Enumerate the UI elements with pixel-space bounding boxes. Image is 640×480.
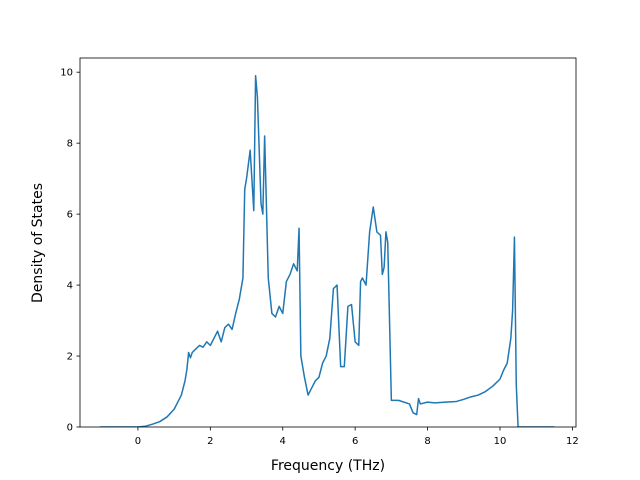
plot-area bbox=[79, 57, 577, 428]
y-tick-label: 2 bbox=[67, 352, 73, 363]
x-tick-label: 12 bbox=[566, 436, 579, 447]
plot-frame bbox=[79, 57, 577, 428]
y-tick-label: 6 bbox=[67, 210, 73, 221]
x-tick-label: 8 bbox=[424, 436, 430, 447]
x-tick-label: 4 bbox=[280, 436, 286, 447]
series-line-0 bbox=[99, 74, 555, 427]
x-axis-ticks: 0 2 4 6 8 10 12 bbox=[135, 427, 579, 447]
y-axis-label: Density of States bbox=[30, 183, 46, 303]
x-tick-label: 10 bbox=[494, 436, 507, 447]
x-axis-label: Frequency (THz) bbox=[271, 458, 385, 474]
x-tick-label: 6 bbox=[352, 436, 358, 447]
y-axis-ticks: 0 2 4 6 8 10 bbox=[60, 68, 80, 434]
y-tick-label: 10 bbox=[60, 68, 73, 79]
y-tick-label: 0 bbox=[67, 423, 73, 434]
x-tick-label: 0 bbox=[135, 436, 141, 447]
y-tick-label: 8 bbox=[67, 139, 73, 150]
x-tick-label: 2 bbox=[207, 436, 213, 447]
y-tick-label: 4 bbox=[67, 281, 73, 292]
